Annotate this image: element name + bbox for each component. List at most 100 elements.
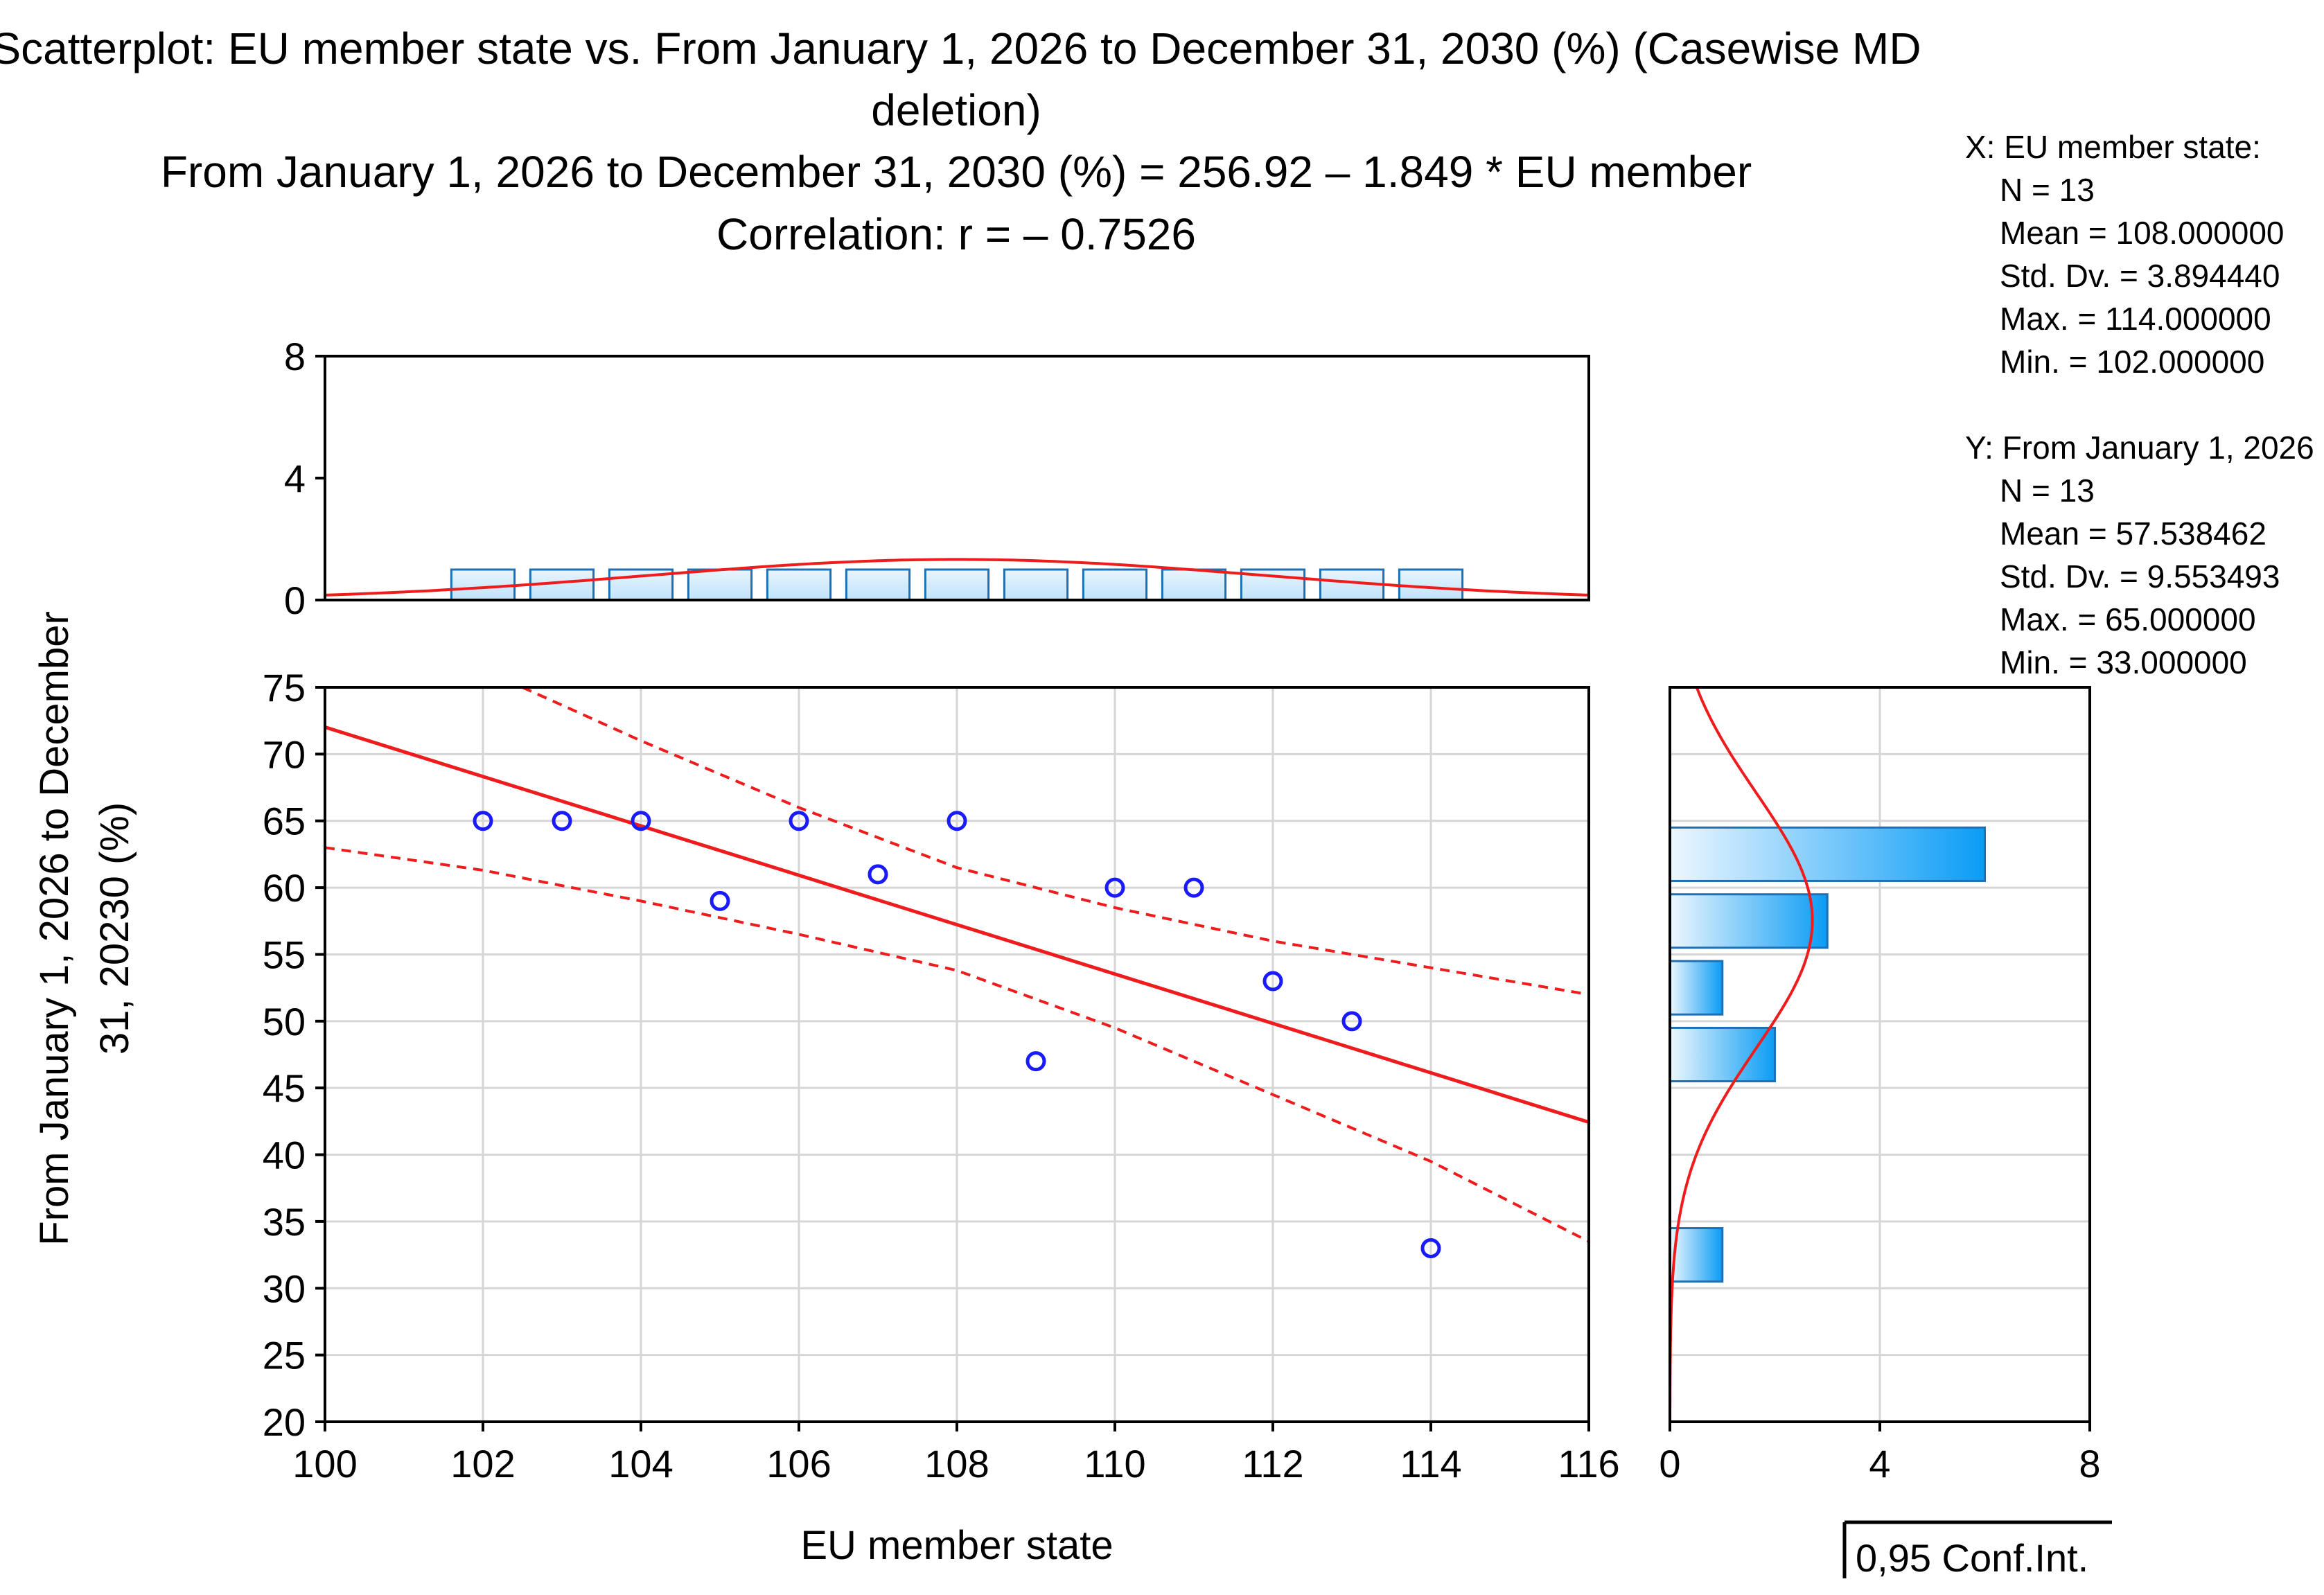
y-histogram-gridlines (1670, 687, 2090, 1422)
x-histogram-bars (450, 568, 1464, 601)
x-tick-label-108: 108 (924, 1442, 989, 1486)
y-axis-ticks: 20 25 30 35 40 45 50 55 60 65 70 75 (263, 666, 325, 1444)
title-line-1: Scatterplot: EU member state vs. From Ja… (0, 24, 1921, 73)
title-line-2: deletion) (871, 85, 1041, 135)
y-stats-n: N = 13 (2000, 473, 2095, 509)
y-tick-label-30: 30 (263, 1267, 306, 1310)
scatter-panel: 100 102 104 106 108 110 112 114 116 20 25 30 35 40 45… (32, 611, 1620, 1568)
x-histogram-frame (324, 355, 1590, 601)
y-tick-label-70: 70 (263, 732, 306, 776)
data-point-10 (1183, 877, 1204, 898)
x-hist-bar-9 (1082, 568, 1148, 601)
correlation-line: Correlation: r = – 0.7526 (716, 209, 1196, 259)
main-gridlines (325, 687, 1589, 1422)
x-normal-curve-line (324, 558, 1590, 597)
data-point-1 (473, 811, 493, 831)
y-normal-curve-line (1669, 687, 1814, 1422)
legend: 0,95 Conf.Int. (1842, 1520, 2112, 1580)
x-hist-bar-4 (687, 568, 753, 601)
y-hist-tick-label-4: 4 (1869, 1442, 1890, 1486)
x-hist-bar-1 (450, 568, 516, 601)
y-tick-label-35: 35 (263, 1200, 306, 1244)
x-hist-bar-6 (845, 568, 911, 601)
y-stats-mean: Mean = 57.538462 (2000, 515, 2266, 552)
x-axis-ticks: 100 102 104 106 108 110 112 114 116 (292, 1422, 1620, 1486)
confidence-upper-line (522, 686, 1590, 996)
x-stats-std: Std. Dv. = 3.894440 (2000, 258, 2280, 294)
x-hist-bar-5 (766, 568, 832, 601)
x-stats-min: Min. = 102.000000 (2000, 344, 2264, 380)
x-hist-tick-label-8: 8 (284, 335, 306, 378)
data-point-2 (552, 811, 572, 831)
y-hist-tick-label-0: 0 (1659, 1442, 1680, 1486)
data-point-6 (868, 864, 888, 885)
x-axis-label: EU member state (800, 1523, 1113, 1568)
data-points (473, 811, 1441, 1258)
y-hist-bar-1 (1669, 1227, 1724, 1283)
y-axis-label-line-1: From January 1, 2026 to December (32, 611, 77, 1246)
confidence-bands (324, 686, 1590, 1243)
x-stats-max: Max. = 114.000000 (2000, 301, 2271, 337)
regression-line (324, 725, 1590, 1124)
y-tick-label-60: 60 (263, 866, 306, 910)
x-tick-label-112: 112 (1242, 1442, 1303, 1486)
data-point-7 (947, 811, 967, 831)
summary-statistics: X: EU member state: N = 13 Mean = 108.00… (1965, 129, 2314, 680)
data-point-5 (789, 811, 809, 831)
x-tick-label-100: 100 (292, 1442, 357, 1486)
y-stats-std: Std. Dv. = 9.553493 (2000, 558, 2280, 594)
x-hist-tick-label-0: 0 (284, 579, 306, 622)
x-histogram-count-ticks: 0 4 8 (284, 335, 325, 622)
y-histogram-count-ticks: 0 4 8 (1659, 1422, 2101, 1486)
y-axis-label-line-2: 31, 20230 (%) (92, 802, 137, 1055)
y-hist-bar-5 (1669, 826, 1986, 882)
y-tick-label-65: 65 (263, 800, 306, 843)
y-hist-bar-3 (1669, 960, 1724, 1016)
y-stats-max: Max. = 65.000000 (2000, 601, 2256, 637)
x-stats-n: N = 13 (2000, 172, 2095, 208)
regression-fit (324, 725, 1590, 1124)
data-point-11 (1262, 971, 1283, 992)
x-normal-curve (324, 558, 1590, 597)
data-point-4 (710, 890, 730, 911)
y-histogram-bars (1669, 826, 1986, 1283)
y-tick-label-50: 50 (263, 1000, 306, 1043)
data-point-12 (1341, 1011, 1362, 1032)
x-hist-bar-11 (1240, 568, 1306, 601)
y-hist-bar-2 (1669, 1026, 1776, 1083)
regression-equation: From January 1, 2026 to December 31, 203… (161, 147, 1752, 197)
data-point-3 (631, 811, 651, 831)
x-tick-label-114: 114 (1400, 1442, 1461, 1486)
y-histogram-panel: 0 4 8 (1659, 686, 2101, 1486)
x-hist-bar-8 (1003, 568, 1069, 601)
y-tick-label-55: 55 (263, 933, 306, 976)
x-hist-bar-10 (1161, 568, 1227, 601)
y-tick-label-75: 75 (263, 666, 306, 710)
x-hist-bar-7 (924, 568, 990, 601)
legend-label: 0,95 Conf.Int. (1856, 1536, 2088, 1580)
y-tick-label-40: 40 (263, 1134, 306, 1177)
x-tick-label-102: 102 (450, 1442, 515, 1486)
x-histogram-panel: 0 4 8 (284, 335, 1590, 622)
x-tick-label-104: 104 (608, 1442, 673, 1486)
y-hist-tick-label-8: 8 (2079, 1442, 2100, 1486)
data-point-9 (1104, 877, 1125, 898)
chart-title: Scatterplot: EU member state vs. From Ja… (0, 24, 1921, 259)
x-tick-label-116: 116 (1558, 1442, 1619, 1486)
x-stats-header: X: EU member state: (1965, 129, 2261, 165)
y-tick-label-20: 20 (263, 1400, 306, 1444)
y-normal-curve (1669, 687, 1814, 1422)
x-hist-bar-13 (1398, 568, 1464, 601)
x-tick-label-110: 110 (1084, 1442, 1145, 1486)
y-tick-label-25: 25 (263, 1334, 306, 1377)
y-stats-min: Min. = 33.000000 (2000, 644, 2247, 680)
y-tick-label-45: 45 (263, 1066, 306, 1110)
x-stats-mean: Mean = 108.000000 (2000, 215, 2285, 251)
confidence-lower-line (324, 846, 1590, 1243)
x-tick-label-106: 106 (766, 1442, 831, 1486)
data-point-13 (1420, 1237, 1441, 1258)
x-hist-tick-label-4: 4 (284, 457, 306, 500)
data-point-8 (1025, 1051, 1046, 1072)
y-hist-bar-4 (1669, 893, 1829, 949)
